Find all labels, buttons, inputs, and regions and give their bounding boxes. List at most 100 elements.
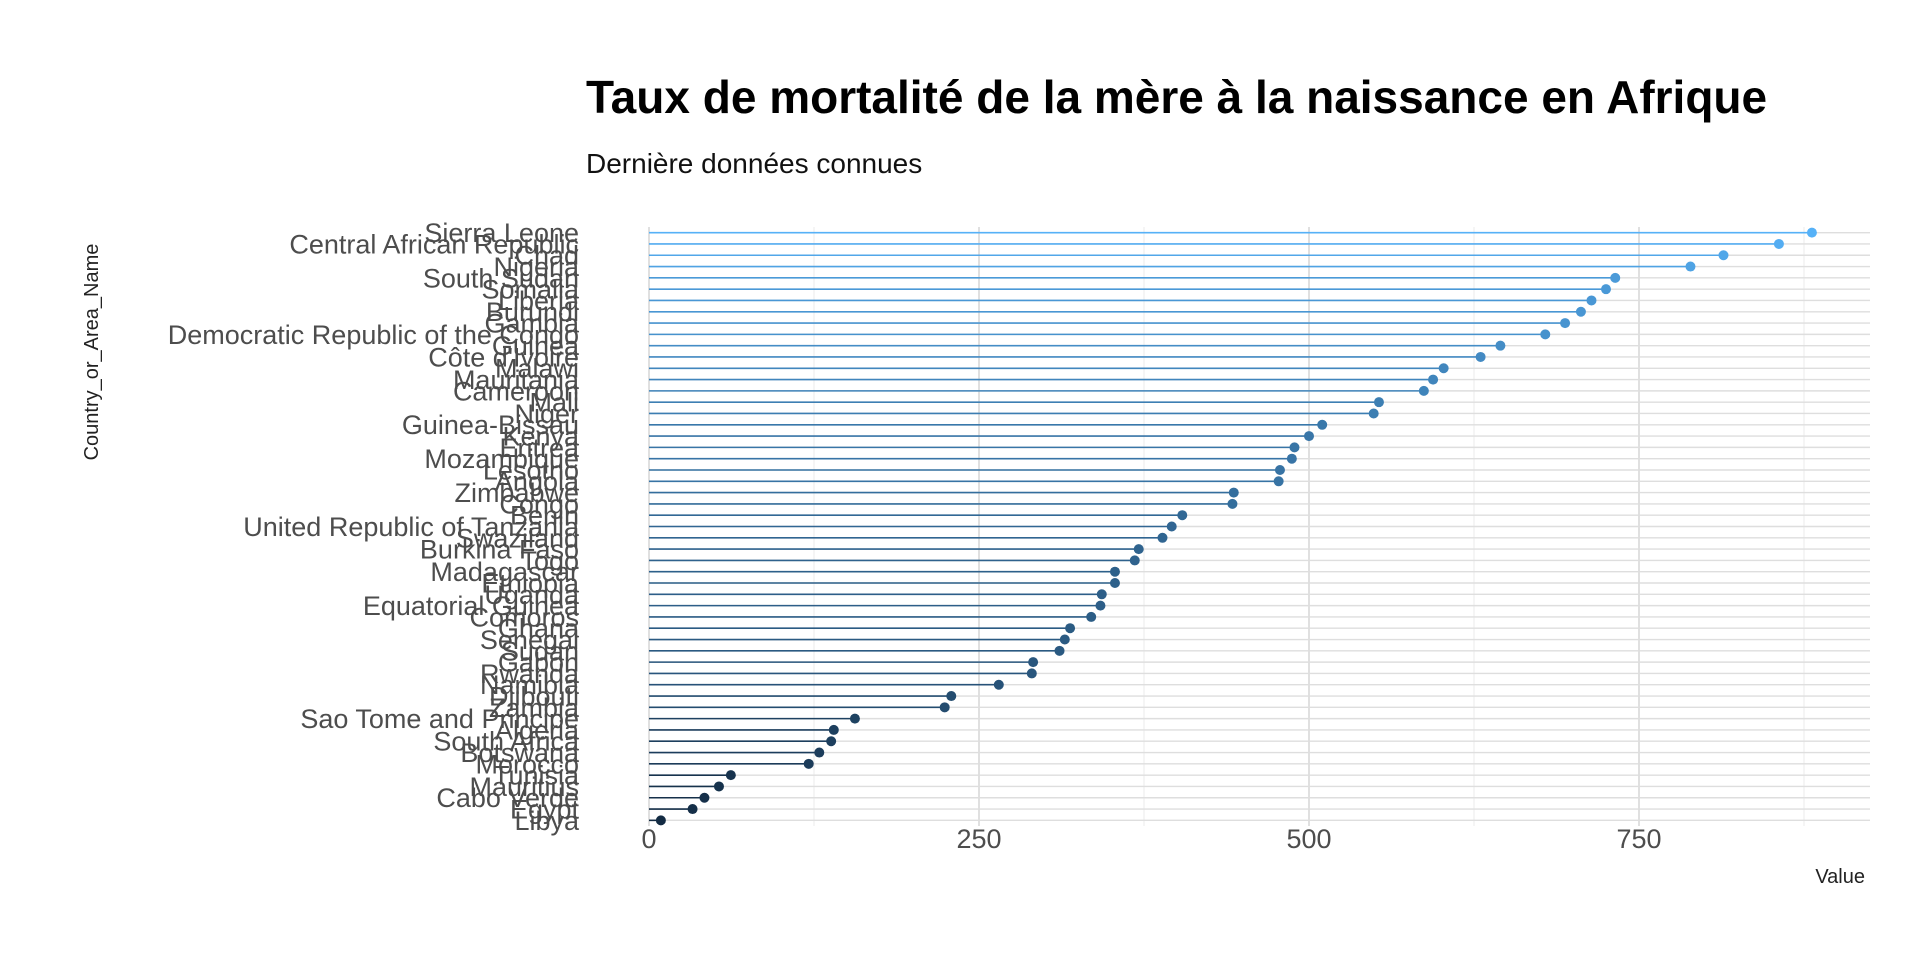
lollipop-point xyxy=(1806,227,1817,238)
lollipop-point xyxy=(1227,498,1238,509)
lollipop-point xyxy=(1438,363,1449,374)
lollipop-point xyxy=(1065,623,1076,634)
y-tick-label: Madagascar xyxy=(430,557,579,587)
x-tick-label: 500 xyxy=(1286,824,1331,854)
y-tick-label: Sudan xyxy=(501,636,579,666)
y-tick-label: Botswana xyxy=(460,738,580,768)
lollipop-point xyxy=(1428,374,1439,385)
y-tick-label: Eritrea xyxy=(499,433,580,463)
y-tick-label: Comoros xyxy=(469,602,579,632)
y-tick-label: Angola xyxy=(495,467,580,497)
y-tick-label: Cabo Verde xyxy=(436,783,579,813)
lollipop-point xyxy=(1109,578,1120,589)
lollipop-point xyxy=(1475,351,1486,362)
lollipop-point xyxy=(1054,645,1065,656)
y-tick-label: Sao Tome and Principe xyxy=(300,704,579,734)
lollipop-point xyxy=(655,815,666,826)
lollipop-point xyxy=(725,770,736,781)
x-tick-label: 0 xyxy=(641,824,656,854)
y-tick-label: Togo xyxy=(520,546,579,576)
lollipop-point xyxy=(993,679,1004,690)
y-tick-label: South Sudan xyxy=(423,263,579,293)
lollipop-point xyxy=(826,736,837,747)
chart-subtitle: Dernière données connues xyxy=(586,148,923,179)
lollipop-point xyxy=(1773,238,1784,249)
y-tick-label: Guinea xyxy=(492,331,580,361)
lollipop-point xyxy=(1601,284,1611,295)
lollipop-point xyxy=(1026,668,1037,679)
y-tick-label: Liberia xyxy=(498,286,580,316)
lollipop-point xyxy=(1289,442,1300,453)
x-tick-labels: 0 250 500 750 xyxy=(641,824,1661,854)
y-tick-label: South Africa xyxy=(433,727,580,757)
y-tick-label: Uganda xyxy=(484,580,580,610)
lollipop-point xyxy=(1560,318,1571,329)
lollipop-point xyxy=(1177,510,1188,521)
y-tick-label: Benin xyxy=(510,501,579,531)
lollipop-point xyxy=(1373,397,1384,408)
lollipop-point xyxy=(939,702,950,713)
y-tick-label: Sierra Leone xyxy=(424,218,579,248)
y-tick-label: Congo xyxy=(499,489,579,519)
y-tick-label: Namibia xyxy=(480,670,580,700)
lollipop-point xyxy=(1368,408,1379,419)
y-tick-label: Djibouti xyxy=(489,681,579,711)
y-tick-label: Central African Republic xyxy=(289,229,579,259)
y-tick-label: Libya xyxy=(514,806,580,836)
y-tick-label: Democratic Republic of the Congo xyxy=(168,320,579,350)
lollipop-point xyxy=(946,691,957,702)
lollipop-point xyxy=(1274,464,1285,475)
stems-layer xyxy=(649,231,1812,822)
lollipop-point xyxy=(1610,272,1621,283)
y-tick-label: Côte d'Ivoire xyxy=(428,342,579,372)
lollipop-point xyxy=(814,747,825,758)
lollipop-point xyxy=(1540,329,1551,340)
y-tick-label: Rwanda xyxy=(480,659,580,689)
lollipop-point xyxy=(1228,487,1239,498)
y-tick-label: Mali xyxy=(529,388,579,418)
y-tick-label: Mauritius xyxy=(469,772,579,802)
chart-title: Taux de mortalité de la mère à la naissa… xyxy=(586,71,1768,123)
y-tick-label: Gambia xyxy=(484,309,580,339)
y-tick-label: Morocco xyxy=(475,749,579,779)
y-tick-label: Zambia xyxy=(489,693,580,723)
y-tick-label: Swaziland xyxy=(456,523,579,553)
lollipop-point xyxy=(1273,476,1284,487)
y-tick-label: Senegal xyxy=(480,625,579,655)
lollipop-point xyxy=(1096,589,1107,600)
y-tick-label: Egypt xyxy=(510,794,580,824)
y-tick-label: Gabon xyxy=(498,648,579,678)
lollipop-point xyxy=(849,713,860,724)
lollipop-point xyxy=(1095,600,1106,611)
y-tick-label: Mozambique xyxy=(424,444,579,474)
lollipop-point xyxy=(1157,532,1168,543)
y-tick-label: Zimbabwe xyxy=(454,478,579,508)
lollipop-point xyxy=(1304,431,1314,442)
lollipop-point xyxy=(828,724,839,735)
y-tick-label: Equatorial Guinea xyxy=(363,591,580,621)
y-tick-label: Burkina Faso xyxy=(420,535,579,565)
lollipop-point xyxy=(1028,657,1039,668)
lollipop-point xyxy=(1059,634,1070,645)
lollipop-point xyxy=(1133,544,1144,555)
lollipop-point xyxy=(1086,611,1097,622)
y-tick-label: Cameroon xyxy=(453,376,579,406)
lollipop-point xyxy=(1166,521,1177,532)
points-layer xyxy=(655,227,1817,826)
x-tick-label: 750 xyxy=(1616,824,1661,854)
lollipop-point xyxy=(687,804,698,815)
lollipop-point xyxy=(699,792,710,803)
lollipop-point xyxy=(1129,555,1140,566)
y-tick-label: Niger xyxy=(514,399,579,429)
lollipop-point xyxy=(1286,453,1297,464)
y-tick-label: Algeria xyxy=(495,715,580,745)
y-tick-label: United Republic of Tanzania xyxy=(243,512,580,542)
y-tick-label: Burundi xyxy=(486,297,579,327)
lollipop-point xyxy=(1495,340,1506,351)
y-tick-label: Somalia xyxy=(481,275,580,305)
y-axis-label: Country_or_Area_Name xyxy=(81,244,103,461)
lollipop-point xyxy=(1575,306,1586,317)
lollipop-point xyxy=(1317,419,1328,430)
